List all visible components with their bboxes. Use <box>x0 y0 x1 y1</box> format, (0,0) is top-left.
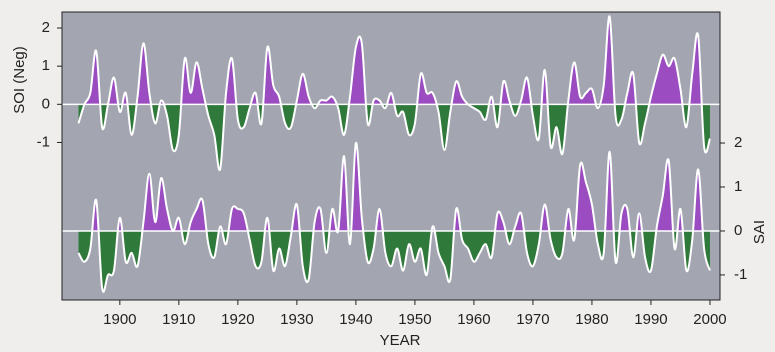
plot-frame <box>61 11 721 301</box>
y-tick-label: 2 <box>42 19 50 36</box>
y2-tick-label: 0 <box>734 222 742 239</box>
y-tick-label: 0 <box>42 95 50 112</box>
series-line <box>77 15 711 172</box>
negative-area <box>78 104 710 171</box>
x-tick-label: 1960 <box>457 311 490 328</box>
series-line <box>77 142 711 293</box>
x-axis-label: YEAR <box>380 332 421 349</box>
x-tick-label: 1970 <box>516 311 549 328</box>
x-tick-label: 1930 <box>280 311 313 328</box>
y2-tick-label: 2 <box>734 134 742 151</box>
x-tick-label: 1990 <box>634 311 667 328</box>
x-tick-label: 1950 <box>398 311 431 328</box>
x-tick-label: 1920 <box>221 311 254 328</box>
y-tick-label: -1 <box>37 133 50 150</box>
x-tick-label: 1940 <box>339 311 372 328</box>
y2-tick-label: -1 <box>734 266 747 283</box>
y-axis-label: SOI (Neg) <box>11 46 28 114</box>
x-tick-label: 2000 <box>693 311 726 328</box>
x-tick-label: 1910 <box>162 311 195 328</box>
y2-tick-label: 1 <box>734 178 742 195</box>
x-tick-label: 1900 <box>103 311 136 328</box>
y2-axis-label: SAI <box>751 220 768 244</box>
y-tick-label: 1 <box>42 57 50 74</box>
x-tick-label: 1980 <box>575 311 608 328</box>
positive-area <box>92 143 703 231</box>
positive-area <box>84 16 702 105</box>
